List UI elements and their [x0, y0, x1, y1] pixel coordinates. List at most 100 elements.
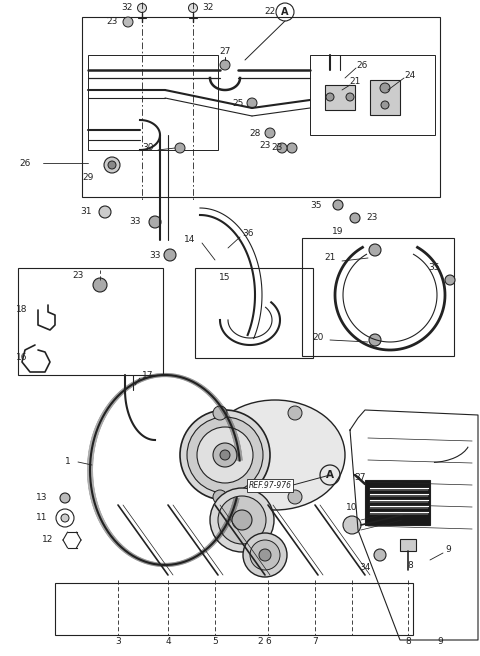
Circle shape — [374, 549, 386, 561]
Bar — [310, 55, 435, 135]
Text: 12: 12 — [42, 535, 54, 544]
Bar — [302, 238, 454, 356]
Text: 8: 8 — [405, 638, 411, 647]
Text: 2: 2 — [257, 638, 263, 647]
Text: 8: 8 — [407, 560, 413, 569]
Text: 9: 9 — [437, 638, 443, 647]
Text: 29: 29 — [82, 173, 94, 182]
Circle shape — [99, 206, 111, 218]
Text: 4: 4 — [165, 638, 171, 647]
Text: 23: 23 — [366, 213, 378, 222]
Text: 26: 26 — [19, 159, 31, 167]
Circle shape — [137, 3, 146, 12]
Circle shape — [175, 143, 185, 153]
Circle shape — [346, 93, 354, 101]
Circle shape — [445, 275, 455, 285]
Text: 23: 23 — [259, 140, 271, 150]
Circle shape — [259, 549, 271, 561]
Circle shape — [343, 516, 361, 534]
Text: 26: 26 — [356, 60, 368, 70]
Text: 34: 34 — [360, 564, 371, 573]
Text: 32: 32 — [202, 3, 214, 12]
Circle shape — [220, 60, 230, 70]
Text: 23: 23 — [72, 270, 84, 279]
Circle shape — [61, 514, 69, 522]
Circle shape — [288, 406, 302, 420]
Text: 33: 33 — [129, 218, 141, 226]
Circle shape — [213, 443, 237, 467]
Circle shape — [232, 510, 252, 530]
Bar — [82, 17, 440, 197]
Circle shape — [333, 200, 343, 210]
Circle shape — [60, 493, 70, 503]
Circle shape — [213, 406, 227, 420]
Circle shape — [187, 417, 263, 493]
Circle shape — [104, 157, 120, 173]
Text: 23: 23 — [271, 144, 283, 152]
Circle shape — [180, 410, 270, 500]
Text: 35: 35 — [428, 264, 440, 272]
Circle shape — [197, 427, 253, 483]
Text: 18: 18 — [16, 306, 28, 314]
Circle shape — [369, 244, 381, 256]
Text: 36: 36 — [242, 228, 254, 237]
Circle shape — [380, 83, 390, 93]
Bar — [400, 539, 416, 551]
Circle shape — [287, 143, 297, 153]
Ellipse shape — [205, 400, 345, 510]
Text: 16: 16 — [16, 354, 28, 363]
Text: 21: 21 — [324, 253, 336, 262]
Bar — [365, 480, 430, 525]
Circle shape — [123, 17, 133, 27]
Circle shape — [277, 143, 287, 153]
Text: 6: 6 — [265, 638, 271, 647]
Text: 1: 1 — [65, 457, 71, 466]
Text: 22: 22 — [264, 7, 276, 16]
Text: 7: 7 — [312, 638, 318, 647]
Circle shape — [265, 128, 275, 138]
Circle shape — [164, 249, 176, 261]
Text: 32: 32 — [121, 3, 132, 12]
Text: 14: 14 — [184, 236, 196, 245]
Circle shape — [210, 488, 274, 552]
Circle shape — [93, 278, 107, 292]
Bar — [370, 80, 400, 115]
Circle shape — [149, 216, 161, 228]
Text: 9: 9 — [445, 546, 451, 554]
Text: 10: 10 — [346, 504, 358, 512]
Text: 30: 30 — [142, 144, 154, 152]
Text: 24: 24 — [404, 70, 416, 79]
Text: 33: 33 — [149, 251, 161, 260]
Bar — [88, 55, 218, 150]
Bar — [325, 85, 355, 110]
Text: 35: 35 — [310, 201, 322, 209]
Circle shape — [250, 540, 280, 570]
Text: 11: 11 — [36, 514, 48, 522]
Text: 27: 27 — [219, 47, 231, 56]
Circle shape — [220, 450, 230, 460]
Circle shape — [326, 93, 334, 101]
Text: 15: 15 — [219, 274, 231, 283]
Circle shape — [108, 161, 116, 169]
Text: 31: 31 — [80, 207, 92, 216]
Text: 21: 21 — [349, 77, 360, 87]
Circle shape — [213, 490, 227, 504]
Text: A: A — [326, 470, 334, 480]
Circle shape — [369, 334, 381, 346]
Text: A: A — [281, 7, 289, 17]
Circle shape — [218, 496, 266, 544]
Text: 20: 20 — [312, 333, 324, 342]
Circle shape — [381, 101, 389, 109]
Text: 3: 3 — [115, 638, 121, 647]
Bar — [195, 268, 313, 358]
Circle shape — [247, 98, 257, 108]
Bar — [55, 583, 413, 635]
Circle shape — [243, 533, 287, 577]
Text: 37: 37 — [354, 472, 366, 482]
Text: 19: 19 — [332, 228, 344, 237]
Text: 28: 28 — [249, 129, 261, 138]
Text: REF.97-976: REF.97-976 — [249, 481, 291, 490]
Text: 23: 23 — [106, 18, 118, 26]
Text: 25: 25 — [232, 98, 244, 108]
Circle shape — [288, 490, 302, 504]
